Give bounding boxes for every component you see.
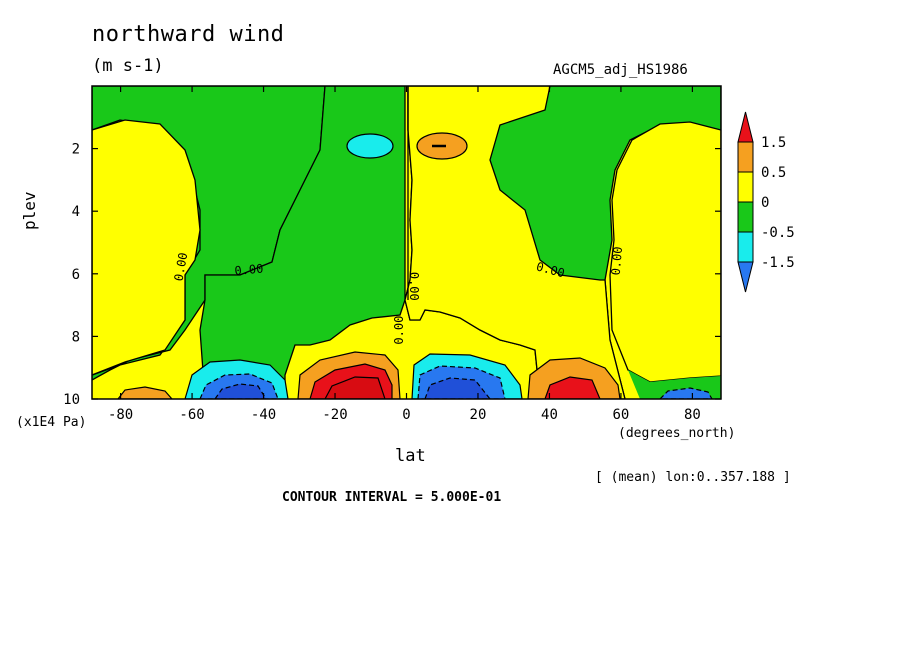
x-tick-label: 20 xyxy=(470,407,487,423)
upper-negative-cell xyxy=(346,133,394,159)
x-tick-label: 40 xyxy=(541,407,558,423)
colorbar-label: -1.5 xyxy=(761,255,795,271)
x-tick-label: -20 xyxy=(322,407,347,423)
axes: -80 -60 -40 -20 0 20 40 60 80 2 4 6 8 10 xyxy=(63,86,721,423)
chart-title: northward wind xyxy=(92,22,285,47)
x-axis-units: (degrees_north) xyxy=(618,426,736,441)
x-tick-label: -80 xyxy=(108,407,133,423)
y-tick-label: 6 xyxy=(72,267,80,283)
lower-negative-cell-far-right xyxy=(659,387,713,399)
colorbar-label: -0.5 xyxy=(761,225,795,241)
filled-contours xyxy=(92,86,721,399)
contour-label: 0.00 xyxy=(392,316,406,345)
colorbar-label: 0 xyxy=(761,195,769,211)
y-tick-label: 8 xyxy=(72,329,80,345)
lower-positive-cell-right-2 xyxy=(544,376,601,399)
x-tick-label: 0 xyxy=(402,407,410,423)
colorbar-segment xyxy=(737,231,754,263)
contour-fill-negative-center xyxy=(199,86,406,399)
colorbar: 1.5 0.5 0 -0.5 -1.5 xyxy=(737,111,795,293)
x-tick-label: 80 xyxy=(684,407,701,423)
contour-interval: CONTOUR INTERVAL = 5.000E-01 xyxy=(282,490,502,505)
contour-label: 0.00 xyxy=(234,262,264,278)
chart-units: (m s-1) xyxy=(92,56,164,76)
y-tick-label: 4 xyxy=(72,204,80,220)
x-axis-label: lat xyxy=(395,446,426,466)
y-tick-label: 2 xyxy=(72,142,80,158)
contour-label: 0.00 xyxy=(172,251,191,282)
y-tick-label: 10 xyxy=(63,392,80,408)
colorbar-label: 1.5 xyxy=(761,135,786,151)
x-tick-label: -60 xyxy=(179,407,204,423)
lower-negative-cell-right-3 xyxy=(424,377,491,399)
colorbar-cap-min xyxy=(737,261,754,293)
contour-label: 0.00 xyxy=(609,246,625,276)
y-axis-units: (x1E4 Pa) xyxy=(16,415,87,430)
colorbar-cap-max xyxy=(737,111,754,143)
colorbar-segment xyxy=(737,171,754,203)
x-tick-label: 60 xyxy=(613,407,630,423)
contour-fill-positive-left-inner xyxy=(92,119,201,376)
lower-positive-cell-left-3 xyxy=(324,376,386,399)
contour-label: 0.00 xyxy=(407,272,421,301)
lower-negative-cell-left-3 xyxy=(214,383,267,399)
contour-fill-positive-center-right xyxy=(404,86,626,399)
colorbar-segment xyxy=(737,201,754,233)
lower-positive-cell-far-left xyxy=(117,386,173,399)
mean-longitude-label: [ (mean) lon:0..357.188 ] xyxy=(595,470,791,485)
x-tick-label: -40 xyxy=(251,407,276,423)
dataset-name: AGCM5_adj_HS1986 xyxy=(553,62,688,78)
colorbar-label: 0.5 xyxy=(761,165,786,181)
contour-fill-positive-right-inner xyxy=(609,121,721,383)
colorbar-segment xyxy=(737,141,754,173)
